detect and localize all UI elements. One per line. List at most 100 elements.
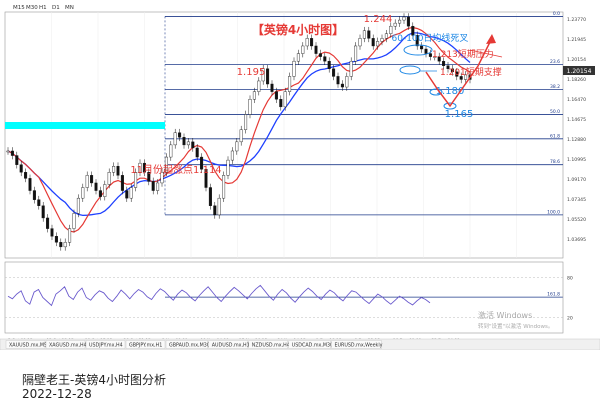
price-candle	[270, 83, 274, 92]
price-candle	[112, 166, 116, 173]
symbol-tab-label: GBPJPY.mx,H1	[129, 343, 162, 349]
y-tick-label: 1.18260	[567, 77, 586, 83]
price-candle	[50, 228, 54, 237]
y-tick-label: 1.07345	[567, 197, 586, 203]
price-candle	[261, 68, 265, 82]
y-tick-label: 1.14675	[567, 117, 586, 123]
y-tick-label: 1.12880	[567, 137, 586, 143]
price-candle	[156, 182, 160, 191]
price-candle	[252, 91, 256, 100]
price-candle	[301, 45, 305, 54]
symbol-tab-label: XAGUSD.mx,H4	[49, 343, 87, 349]
price-candle	[222, 175, 226, 199]
price-candle	[345, 76, 349, 88]
y-tick-label: 1.23770	[567, 17, 586, 23]
projection-arrowhead	[486, 34, 496, 44]
price-candle	[134, 172, 138, 188]
oscillator-level-label: 20	[567, 316, 573, 322]
fib-label: 23.6	[550, 59, 560, 65]
symbol-tab-label: USDJPY.mx,H4	[89, 343, 123, 349]
price-candle	[446, 65, 450, 69]
symbol-tab[interactable]	[125, 340, 166, 349]
symbol-tab-label: NZDUSD.mx,H4	[252, 343, 290, 349]
price-candle	[10, 150, 14, 156]
current-price-label: 1.20154	[567, 68, 592, 75]
oscillator-line	[7, 284, 431, 307]
price-candle	[244, 114, 248, 130]
price-candle	[200, 156, 204, 170]
price-candle	[186, 141, 190, 146]
symbol-tab[interactable]	[165, 340, 208, 349]
price-candle	[332, 68, 336, 77]
current-price-box	[563, 66, 595, 75]
price-candle	[191, 141, 195, 149]
price-candle	[129, 187, 133, 199]
price-candle	[323, 56, 327, 62]
price-candle	[455, 71, 459, 77]
ma100-line	[7, 32, 471, 217]
timeframe-h1: H1	[39, 5, 47, 11]
price-candle	[41, 205, 45, 219]
price-series	[6, 13, 472, 251]
price-candle	[169, 144, 173, 158]
price-candle	[76, 197, 80, 214]
y-tick-label: 1.05520	[567, 217, 586, 223]
price-candle	[160, 172, 164, 184]
price-candle	[464, 74, 468, 80]
price-candle	[327, 60, 331, 69]
price-candle	[24, 172, 28, 179]
price-candle	[248, 99, 252, 115]
price-candle	[72, 213, 76, 229]
price-candle	[81, 187, 85, 199]
symbol-tab[interactable]	[288, 340, 331, 349]
price-candle	[178, 132, 182, 138]
fib-label: 38.2	[550, 84, 560, 90]
annotation-support: 1.201短期支撑	[440, 66, 502, 78]
timeframe-mn: MN	[65, 5, 74, 11]
price-candle	[59, 242, 63, 248]
y-tick-label: 1.20154	[567, 57, 586, 63]
symbol-tab[interactable]	[331, 340, 382, 349]
price-candle	[63, 242, 67, 248]
y-tick-label: 1.09170	[567, 177, 586, 183]
caption-date: 2022-12-28	[22, 387, 92, 401]
y-axis: 1.23770 1.21945 1.20154 1.18260 1.16470 1.146…	[567, 17, 586, 243]
price-candle	[213, 205, 217, 216]
symbol-tabs[interactable]: XAUUSD.mx,M5 XAGUSD.mx,H4 USDJPY.mx,H4 GBPJ…	[5, 340, 383, 349]
symbol-tab-label: XAUUSD.mx,M5	[9, 343, 47, 349]
target-1165-circle	[443, 102, 457, 110]
price-candle	[292, 60, 296, 77]
price-candle	[402, 16, 406, 21]
price-candle	[147, 172, 151, 182]
price-candle	[37, 199, 41, 206]
support-band	[5, 122, 165, 129]
price-candle	[138, 162, 142, 173]
price-candle	[266, 68, 270, 85]
price-candle	[217, 197, 221, 216]
price-candle	[433, 56, 437, 58]
price-candle	[257, 80, 261, 92]
price-candle	[393, 22, 397, 27]
symbol-tab[interactable]	[85, 340, 126, 349]
symbol-tab[interactable]	[45, 340, 86, 349]
price-candle	[336, 76, 340, 85]
price-candle	[415, 35, 419, 47]
chart-title: 【英镑4小时图】	[252, 22, 344, 37]
price-candle	[164, 156, 168, 173]
price-candle	[15, 155, 19, 165]
symbol-tab[interactable]	[5, 340, 46, 349]
timeframe-d1: D1	[52, 5, 60, 11]
price-candle	[19, 164, 23, 173]
symbol-tab[interactable]	[208, 340, 248, 349]
price-candle	[354, 45, 358, 62]
annotation-1165: 1.165	[445, 109, 474, 120]
symbol-tab[interactable]	[248, 340, 288, 349]
resistance-arrow	[469, 49, 503, 58]
price-candle	[442, 60, 446, 66]
price-candle	[235, 141, 239, 152]
price-candle	[305, 38, 309, 47]
price-candle	[340, 83, 344, 88]
price-candle	[398, 19, 402, 24]
grid	[51, 12, 517, 258]
annotation-resistance: 1.213短期压力	[432, 48, 494, 60]
